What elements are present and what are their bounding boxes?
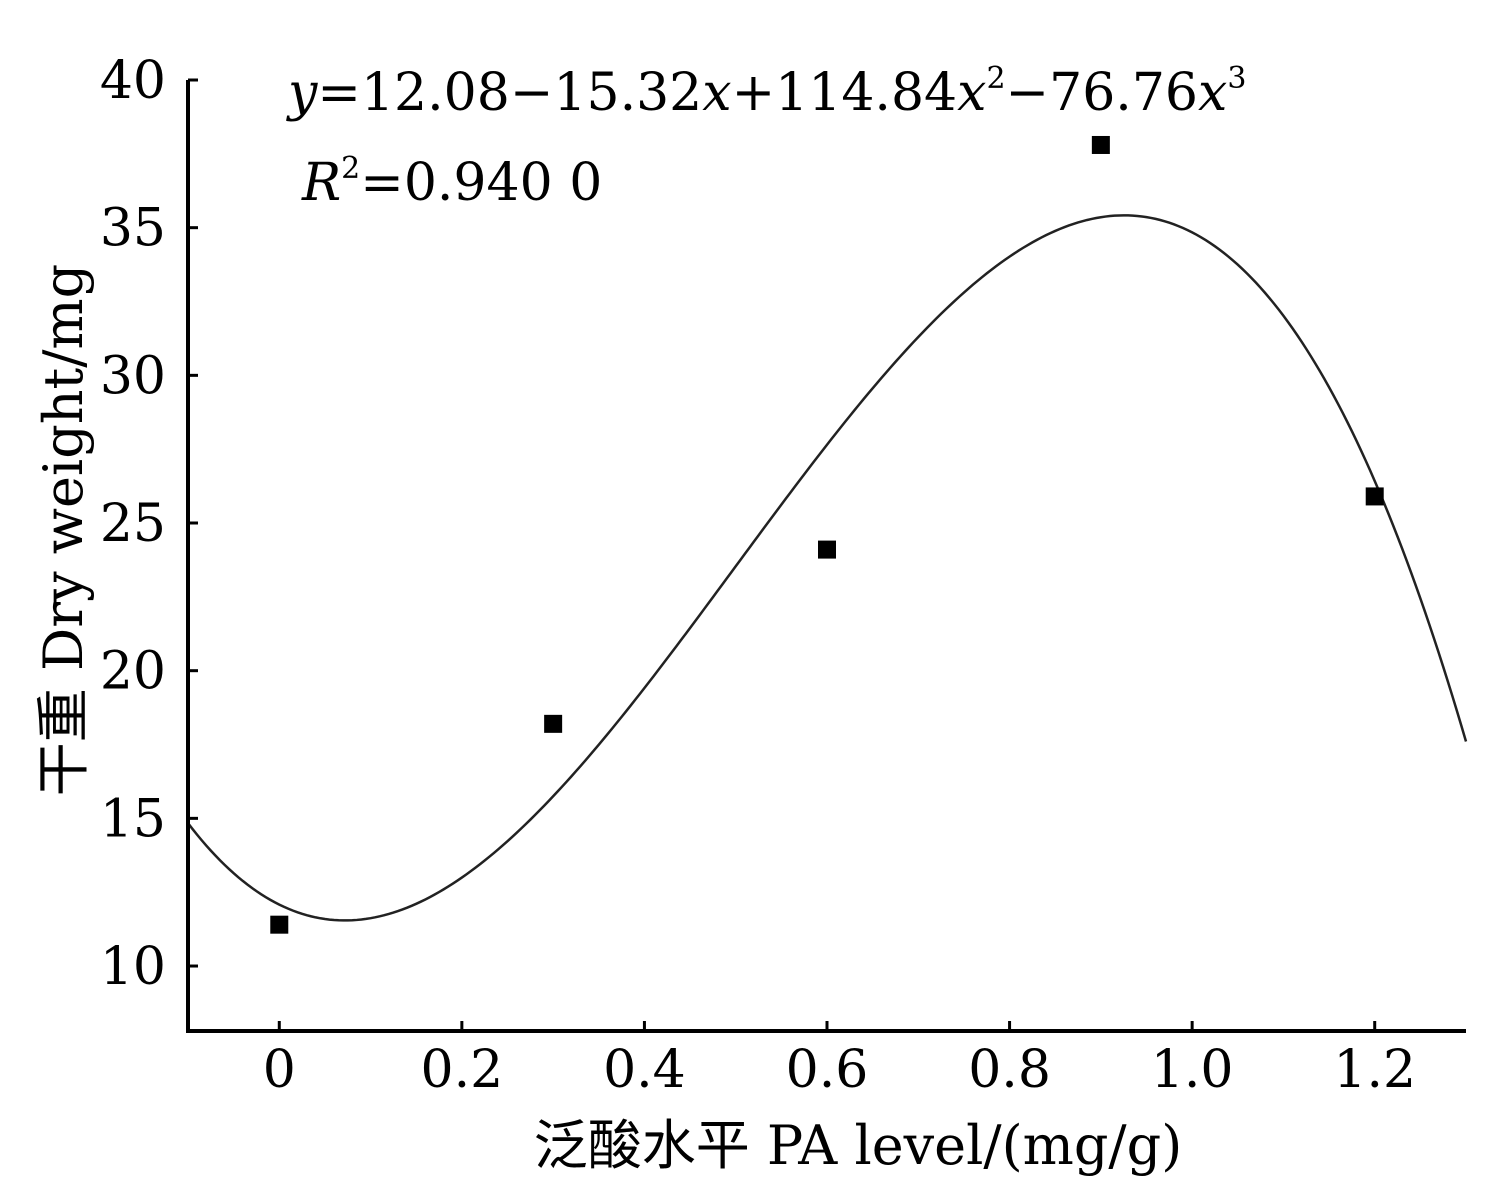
x-tick-label: 1.2 (1333, 1040, 1416, 1100)
y-tick-label: 20 (100, 642, 166, 702)
eq-part-2: +114.84 (732, 63, 958, 123)
y-tick-label: 15 (100, 789, 166, 849)
x-tick-label: 0.8 (968, 1040, 1051, 1100)
x-axis: 0 0.2 0.4 0.6 0.8 1.0 1.2 (186, 1021, 1466, 1100)
r2-value: =0.940 0 (360, 153, 602, 213)
data-point (1365, 487, 1384, 506)
x-axis-title: 泛酸水平 PA level/(mg/g) (534, 1114, 1183, 1177)
eq-x1: x (702, 63, 731, 123)
r2-exp: 2 (341, 151, 360, 186)
x-tick-label: 0.6 (786, 1040, 869, 1100)
x-tick-label: 0 (263, 1040, 296, 1100)
y-tick-label: 35 (100, 199, 166, 259)
r-squared: R2=0.940 0 (301, 151, 602, 213)
eq-x2: x (957, 63, 986, 123)
x-tick-label: 0.2 (421, 1040, 504, 1100)
x-tick-label: 0.4 (603, 1040, 686, 1100)
data-point (270, 915, 289, 934)
y-ticks: 10 15 20 25 30 35 40 (100, 51, 198, 997)
data-point (818, 540, 836, 559)
data-points (270, 135, 1384, 934)
eq-y: y (286, 63, 318, 123)
y-axis: 10 15 20 25 30 35 40 (100, 51, 198, 1032)
x-ticks: 0 0.2 0.4 0.6 0.8 1.0 1.2 (263, 1021, 1416, 1100)
y-tick-label: 30 (100, 346, 166, 406)
eq-x3: x (1198, 63, 1227, 123)
x-tick-label: 1.0 (1151, 1040, 1234, 1100)
eq-part-1: =12.08−15.32 (317, 63, 702, 123)
y-tick-label: 40 (100, 51, 166, 111)
data-point (544, 714, 563, 733)
fit-curve (187, 214, 1468, 922)
y-tick-label: 25 (100, 494, 166, 554)
eq-exp-3: 3 (1227, 61, 1246, 96)
y-tick-label: 10 (100, 937, 166, 997)
data-point (1091, 135, 1110, 154)
eq-part-3: −76.76 (1006, 63, 1198, 123)
r2-r: R (301, 153, 341, 213)
y-axis-title: 干重 Dry weight/mg (32, 264, 95, 796)
fit-equation: y=12.08−15.32x+114.84x2−76.76x3 (286, 61, 1246, 123)
eq-exp-2: 2 (986, 61, 1005, 96)
plot-area (187, 135, 1468, 934)
